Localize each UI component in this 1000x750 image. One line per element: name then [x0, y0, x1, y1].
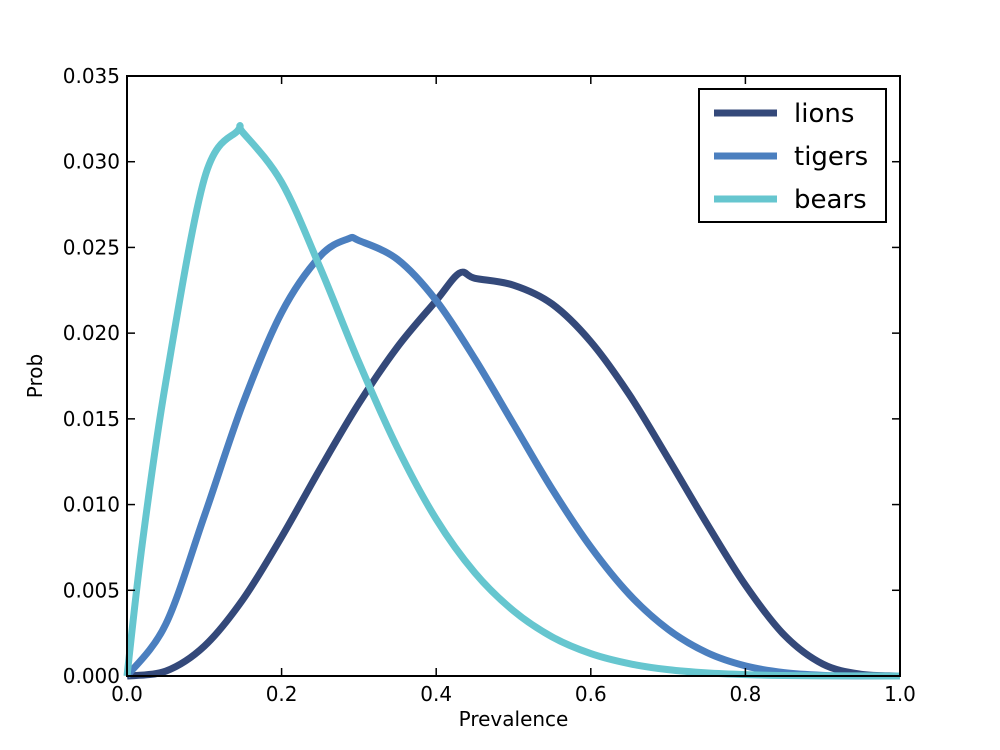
legend-label-lions: lions: [794, 99, 854, 129]
legend-label-tigers: tigers: [794, 142, 868, 172]
series-line-tigers: [124, 233, 900, 680]
x-tick-label: 0.0: [111, 682, 143, 706]
x-tick-label: 0.8: [729, 682, 761, 706]
series-line-bears: [123, 122, 901, 680]
series-line-lions: [126, 268, 901, 680]
y-tick-label: 0.015: [63, 407, 120, 431]
x-tick-label: 0.2: [266, 682, 298, 706]
x-axis-label: Prevalence: [459, 707, 569, 731]
series-layer: [123, 122, 901, 680]
x-tick-label: 1.0: [884, 682, 916, 706]
y-axis-label: Prob: [23, 354, 47, 398]
legend: lions tigers bears: [698, 88, 887, 223]
y-tick-label: 0.005: [63, 578, 120, 602]
y-tick-label: 0.000: [63, 664, 120, 688]
plot-frame: [126, 75, 901, 677]
y-tick-label: 0.030: [63, 150, 120, 174]
y-tick-label: 0.025: [63, 235, 120, 259]
x-tick-label: 0.4: [420, 682, 452, 706]
y-tick-label: 0.020: [63, 321, 120, 345]
ticks-layer: 0.0 0.2 0.4 0.6 0.8 1.0 0.000 0.005 0.010 0.015 0.…: [63, 64, 916, 706]
y-tick-label: 0.010: [63, 493, 120, 517]
x-tick-label: 0.6: [575, 682, 607, 706]
y-tick-label: 0.035: [63, 64, 120, 88]
legend-label-bears: bears: [794, 185, 867, 215]
